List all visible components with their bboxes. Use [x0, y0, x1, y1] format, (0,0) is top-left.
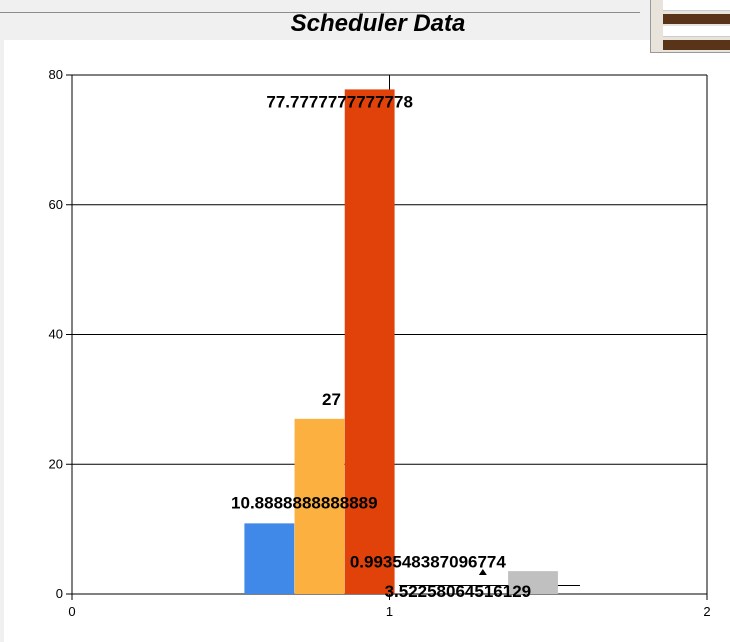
thumbnail-strip — [663, 14, 730, 24]
chart-title: Scheduler Data — [290, 10, 466, 37]
thumbnail-strip — [663, 40, 730, 50]
bar — [244, 523, 295, 594]
x-tick-label: 1 — [386, 604, 393, 619]
y-tick-label: 20 — [49, 456, 63, 471]
thumbnail-page — [663, 0, 730, 11]
bar — [508, 571, 558, 594]
data-label: 77.7777777777778 — [266, 92, 413, 111]
data-label-marker — [478, 569, 487, 575]
y-tick-label: 40 — [49, 327, 63, 342]
bar — [294, 418, 345, 594]
data-label: 0.993548387096774 — [350, 553, 507, 572]
bar — [344, 89, 395, 595]
thumbnail-page — [663, 26, 730, 37]
data-label: 27 — [322, 390, 341, 409]
y-tick-label: 60 — [49, 197, 63, 212]
x-tick-label: 0 — [68, 604, 75, 619]
taskbar-thumbnail[interactable] — [650, 0, 730, 53]
x-tick-label: 2 — [703, 604, 710, 619]
top-rule — [0, 12, 640, 13]
data-label: 10.8888888888889 — [231, 493, 378, 512]
y-tick-label: 0 — [56, 586, 63, 601]
data-label: 3.52258064516129 — [385, 582, 532, 601]
y-tick-label: 80 — [49, 67, 63, 82]
